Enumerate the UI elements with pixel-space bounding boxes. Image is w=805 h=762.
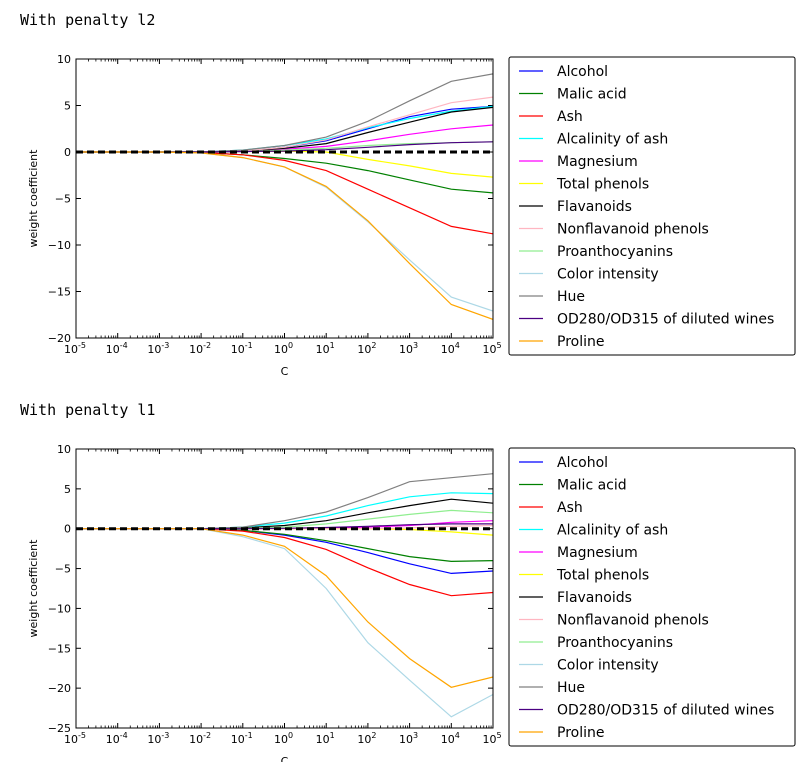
legend-label-alcalinity-of-ash: Alcalinity of ash [557,523,668,539]
legend-label-color-intensity: Color intensity [557,267,659,283]
x-tick-label: 10-4 [106,731,128,746]
y-tick-label: 10 [57,443,71,456]
x-tick-label: 103 [399,731,418,746]
legend-box [508,56,796,356]
y-tick-label: 0 [64,146,71,159]
x-tick-label: 10-2 [189,341,211,356]
x-tick-label: 100 [274,731,293,746]
series-line-ash [76,528,493,597]
series-line-proline [76,528,493,688]
plot-frame [75,58,494,339]
y-tick-label: −5 [55,563,71,576]
chart-1-title: With penalty l2 [20,11,156,29]
legend: Alcohol Malic acid Ash Alcalinity of ash Mag… [508,447,796,747]
y-tick-label: 10 [57,53,71,66]
x-tick-label: 104 [441,731,460,746]
legend-label-malic-acid: Malic acid [557,87,627,103]
x-tick-label: 102 [357,731,376,746]
y-tick-label: 5 [64,483,71,496]
legend-label-magnesium: Magnesium [557,154,638,170]
y-tick-label: −10 [48,602,71,615]
x-tick-label: 101 [316,341,335,356]
y-tick-label: −25 [48,722,71,735]
y-axis-label: weight coefficient [27,539,40,638]
x-tick-label: 10-1 [231,731,253,746]
x-tick-label: 10-1 [231,341,253,356]
x-tick-label: 103 [399,341,418,356]
x-tick-label: 10-2 [189,731,211,746]
y-tick-label: −15 [48,286,71,299]
series-line-color-intensity [76,528,493,718]
chart-2-title: With penalty l1 [20,401,156,419]
series-line-proline [76,151,493,320]
series-line-hue [76,473,493,530]
x-tick-label: 105 [482,341,501,356]
series-line-total-phenols [76,150,493,178]
y-tick-label: −10 [48,239,71,252]
legend-label-nonflavanoid-phenols: Nonflavanoid phenols [557,222,709,238]
x-tick-label: 10-5 [64,341,86,356]
legend: Alcohol Malic acid Ash Alcalinity of ash Mag… [508,56,796,356]
series-lines [76,73,493,320]
legend-label-hue: Hue [557,680,585,696]
legend-label-proanthocyanins: Proanthocyanins [557,244,673,260]
y-tick-label: 0 [64,523,71,536]
legend-label-ash: Ash [557,500,583,516]
legend-label-flavanoids: Flavanoids [557,199,632,215]
series-line-color-intensity [76,151,493,312]
legend-label-hue: Hue [557,289,585,305]
legend-label-ash: Ash [557,109,583,125]
legend-label-alcohol: Alcohol [557,64,608,80]
y-tick-label: −15 [48,642,71,655]
legend-label-proline: Proline [557,725,604,741]
y-axis-label: weight coefficient [27,149,40,248]
x-tick-label: 102 [357,341,376,356]
x-tick-label: 10-3 [147,341,169,356]
legend-label-color-intensity: Color intensity [557,658,659,674]
legend-label-proline: Proline [557,334,604,350]
y-tick-label: 5 [64,100,71,113]
legend-label-total-phenols: Total phenols [556,568,649,584]
plot-frame [75,448,494,729]
legend-label-alcalinity-of-ash: Alcalinity of ash [557,132,668,148]
x-axis-label: C [281,365,289,378]
legend-label-proanthocyanins: Proanthocyanins [557,635,673,651]
x-axis-label: C [281,755,289,762]
x-tick-label: 10-4 [106,341,128,356]
x-tick-label: 10-5 [64,731,86,746]
y-tick-label: −20 [48,332,71,345]
x-tick-label: 101 [316,731,335,746]
series-line-ash [76,151,493,235]
series-line-malic-acid [76,151,493,194]
legend-label-nonflavanoid-phenols: Nonflavanoid phenols [557,613,709,629]
x-tick-label: 105 [482,731,501,746]
y-tick-label: −5 [55,193,71,206]
legend-label-malic-acid: Malic acid [557,478,627,494]
x-tick-label: 100 [274,341,293,356]
y-tick-label: −20 [48,682,71,695]
legend-label-alcohol: Alcohol [557,455,608,471]
legend-box [508,447,796,747]
legend-label-od280-od315-of-diluted-wines: OD280/OD315 of diluted wines [557,312,774,328]
legend-label-od280-od315-of-diluted-wines: OD280/OD315 of diluted wines [557,703,774,719]
legend-label-flavanoids: Flavanoids [557,590,632,606]
legend-label-magnesium: Magnesium [557,545,638,561]
series-line-malic-acid [76,528,493,563]
legend-label-total-phenols: Total phenols [556,177,649,193]
x-tick-label: 10-3 [147,731,169,746]
series-lines [76,473,493,718]
series-line-alcohol [76,528,493,575]
x-tick-label: 104 [441,341,460,356]
